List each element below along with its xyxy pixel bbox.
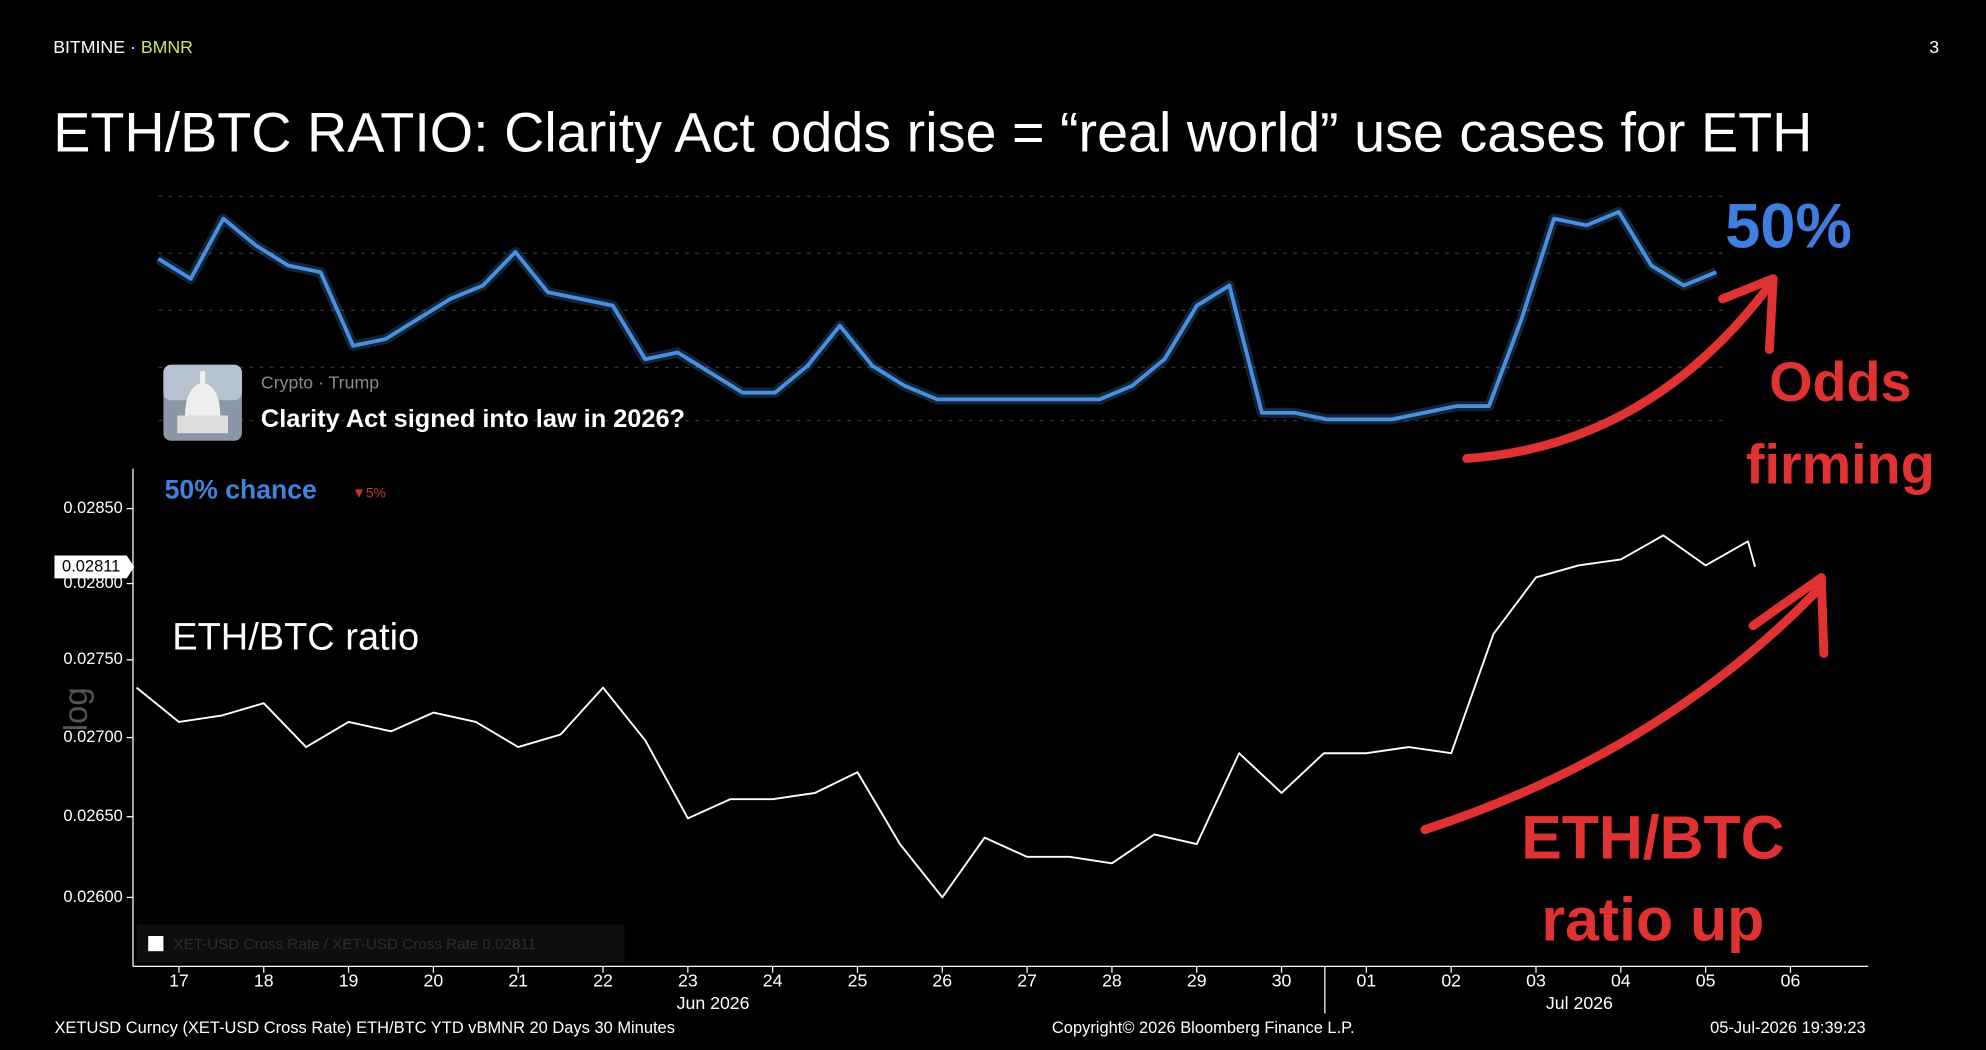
footer-source: XETUSD Curncy (XET-USD Cross Rate) ETH/B… — [54, 1019, 674, 1037]
x-tick-label: 28 — [1102, 970, 1122, 990]
odds-gridlines — [158, 195, 1729, 422]
series-line — [157, 210, 1717, 422]
x-tick-label: 26 — [932, 970, 952, 990]
y-tick-label: 0.02650 — [63, 807, 122, 825]
icon-dome — [184, 382, 221, 418]
x-tick-label: 24 — [763, 970, 783, 990]
y-tick-label: 0.02600 — [63, 888, 122, 906]
series-line — [135, 534, 1757, 899]
x-tick-label: 19 — [339, 970, 359, 990]
month-label: Jul 2026 — [1546, 993, 1613, 1013]
card-question: Clarity Act signed into law in 2026? — [261, 405, 685, 433]
x-tick-label: 29 — [1187, 970, 1207, 990]
x-tick-label: 21 — [508, 970, 528, 990]
icon-spire — [200, 371, 206, 384]
card-category: Crypto · Trump — [261, 372, 379, 392]
annotation-odds: Odds — [1769, 351, 1911, 413]
legend-label: XET-USD Cross Rate / XET-USD Cross Rate … — [174, 936, 537, 953]
y-tick-label: 0.02850 — [63, 499, 122, 517]
x-tick-label: 30 — [1272, 970, 1292, 990]
card-change: ▼5% — [352, 485, 386, 501]
arrow-head — [1748, 573, 1829, 658]
arrow-head — [1718, 274, 1778, 355]
footer-timestamp: 05-Jul-2026 19:39:23 — [1710, 1019, 1866, 1037]
y-tick-label: 0.02700 — [63, 728, 122, 746]
footer-copyright: Copyright© 2026 Bloomberg Finance L.P. — [1052, 1019, 1355, 1037]
ticker: BMNR — [141, 37, 193, 57]
market-icon — [163, 364, 242, 441]
slide-title: ETH/BTC RATIO: Clarity Act odds rise = “… — [53, 102, 1812, 164]
x-tick-label: 27 — [1017, 970, 1037, 990]
annotation-ratio: ETH/BTC — [1521, 803, 1784, 871]
x-tick-label: 20 — [424, 970, 444, 990]
arrow-shaft — [1420, 585, 1822, 835]
card-chance: 50% chance — [165, 474, 317, 504]
last-value-tag — [54, 555, 135, 579]
x-tick-label: 03 — [1526, 970, 1546, 990]
x-tick-label: 18 — [254, 970, 274, 990]
x-tick-label: 04 — [1611, 970, 1631, 990]
odds-annotation: 50% — [1725, 191, 1852, 261]
annotation-odds: firming — [1746, 433, 1935, 495]
x-tick-label: 22 — [593, 970, 613, 990]
y-tick-label: 0.02800 — [63, 574, 122, 592]
last-value-label: 0.02811 — [62, 557, 120, 575]
brand: BITMINE · — [53, 37, 136, 57]
x-tick-label: 02 — [1441, 970, 1461, 990]
x-tick-label: 17 — [169, 970, 189, 990]
log-label: log — [57, 687, 94, 731]
x-tick-label: 23 — [678, 970, 698, 990]
y-tick-label: 0.02750 — [63, 650, 122, 668]
x-tick-label: 06 — [1781, 970, 1801, 990]
icon-base — [177, 415, 228, 434]
month-label: Jun 2026 — [677, 993, 750, 1013]
red-arrows — [1420, 274, 1829, 835]
legend-swatch — [148, 936, 164, 952]
page-number: 3 — [1929, 37, 1939, 57]
annotation-ratio: ratio up — [1541, 886, 1764, 954]
series-label: ETH/BTC ratio — [172, 617, 419, 659]
arrow-shaft — [1462, 284, 1772, 463]
legend-box — [136, 924, 625, 963]
header-brand: BITMINE · BMNR — [53, 37, 193, 57]
x-tick-label: 25 — [848, 970, 868, 990]
x-tick-label: 05 — [1696, 970, 1716, 990]
x-tick-label: 01 — [1357, 970, 1377, 990]
